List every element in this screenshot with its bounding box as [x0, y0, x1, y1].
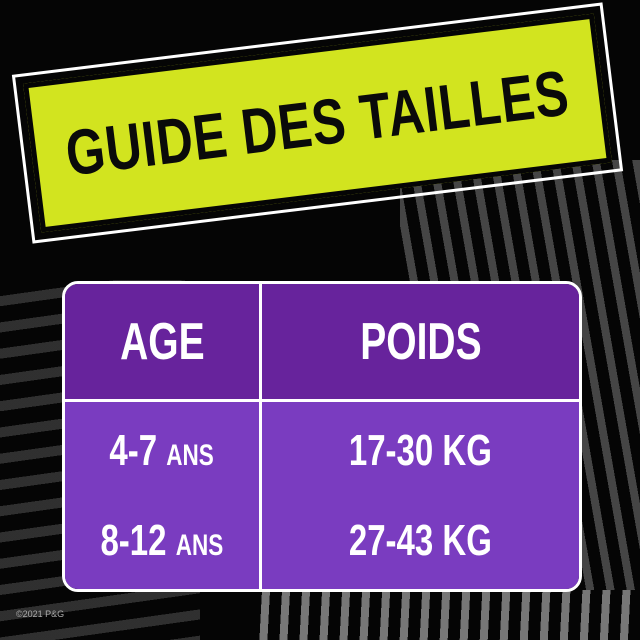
weight-value: 27-43 KG	[348, 515, 493, 565]
copyright: ©2021 P&G	[16, 609, 65, 619]
header-age: AGE	[65, 284, 262, 402]
age-value: 4-7 ANS	[109, 425, 215, 475]
size-table: AGE POIDS 4-7 ANS 8-12 ANS 17-30 KG 27-4…	[62, 281, 582, 592]
age-column: 4-7 ANS 8-12 ANS	[65, 402, 262, 589]
weight-column: 17-30 KG 27-43 KG	[262, 402, 579, 589]
age-value: 8-12 ANS	[100, 515, 224, 565]
weight-value: 17-30 KG	[348, 425, 493, 475]
background-stripes	[250, 590, 640, 640]
header-weight: POIDS	[262, 284, 579, 402]
banner-title: GUIDE DES TAILLES	[61, 56, 574, 190]
